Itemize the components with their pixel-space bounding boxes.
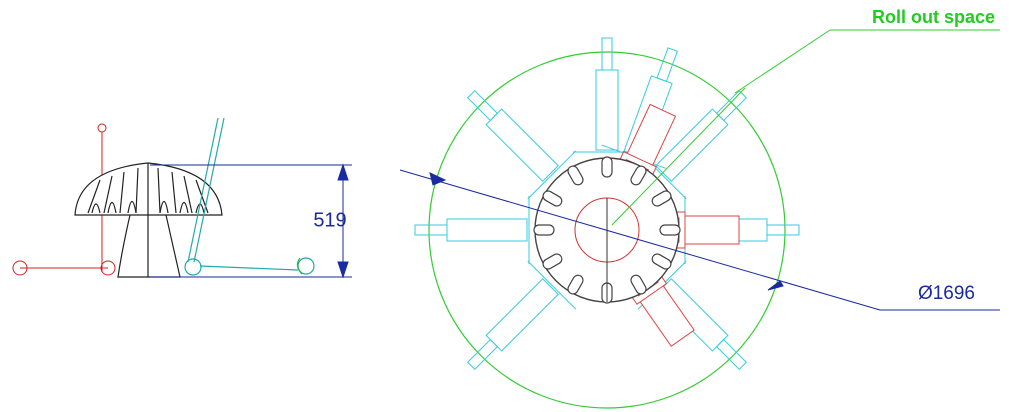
arm	[573, 37, 641, 153]
slot	[630, 274, 647, 295]
arm-body	[485, 278, 559, 352]
slot	[601, 156, 613, 178]
arm-handle	[715, 89, 748, 122]
roll-out-leader	[611, 29, 1000, 226]
slot	[533, 224, 555, 236]
height-dimension	[150, 163, 352, 279]
slot	[651, 190, 672, 207]
arm	[466, 89, 577, 200]
height-label: 519	[313, 209, 346, 231]
arm-body	[446, 218, 528, 242]
arm-base	[527, 150, 577, 200]
arm-handle	[766, 224, 800, 236]
arm-handle	[466, 338, 499, 371]
arm-handle	[466, 89, 499, 122]
arm-handle	[414, 224, 448, 236]
arm-handle	[715, 338, 748, 371]
diameter-dimension	[399, 169, 1000, 311]
slot	[651, 253, 672, 270]
arm-body	[485, 108, 559, 182]
diameter-label: Ø1696	[918, 283, 975, 304]
roll-out-circle	[428, 51, 786, 409]
arm	[414, 196, 530, 264]
arm-base	[527, 260, 577, 310]
slot	[542, 190, 563, 207]
arm-body	[595, 69, 619, 151]
arm	[466, 260, 577, 371]
roll-out-label: Roll out space	[872, 7, 995, 27]
slot	[567, 165, 584, 186]
hub-slots	[533, 156, 681, 304]
arm-handle	[656, 47, 679, 83]
scooter-elevation	[184, 117, 315, 276]
dome-elevation	[74, 162, 223, 278]
arm-handle	[601, 37, 613, 71]
slot	[630, 165, 647, 186]
slot	[542, 253, 563, 270]
slot	[659, 224, 681, 236]
slot	[567, 274, 584, 295]
